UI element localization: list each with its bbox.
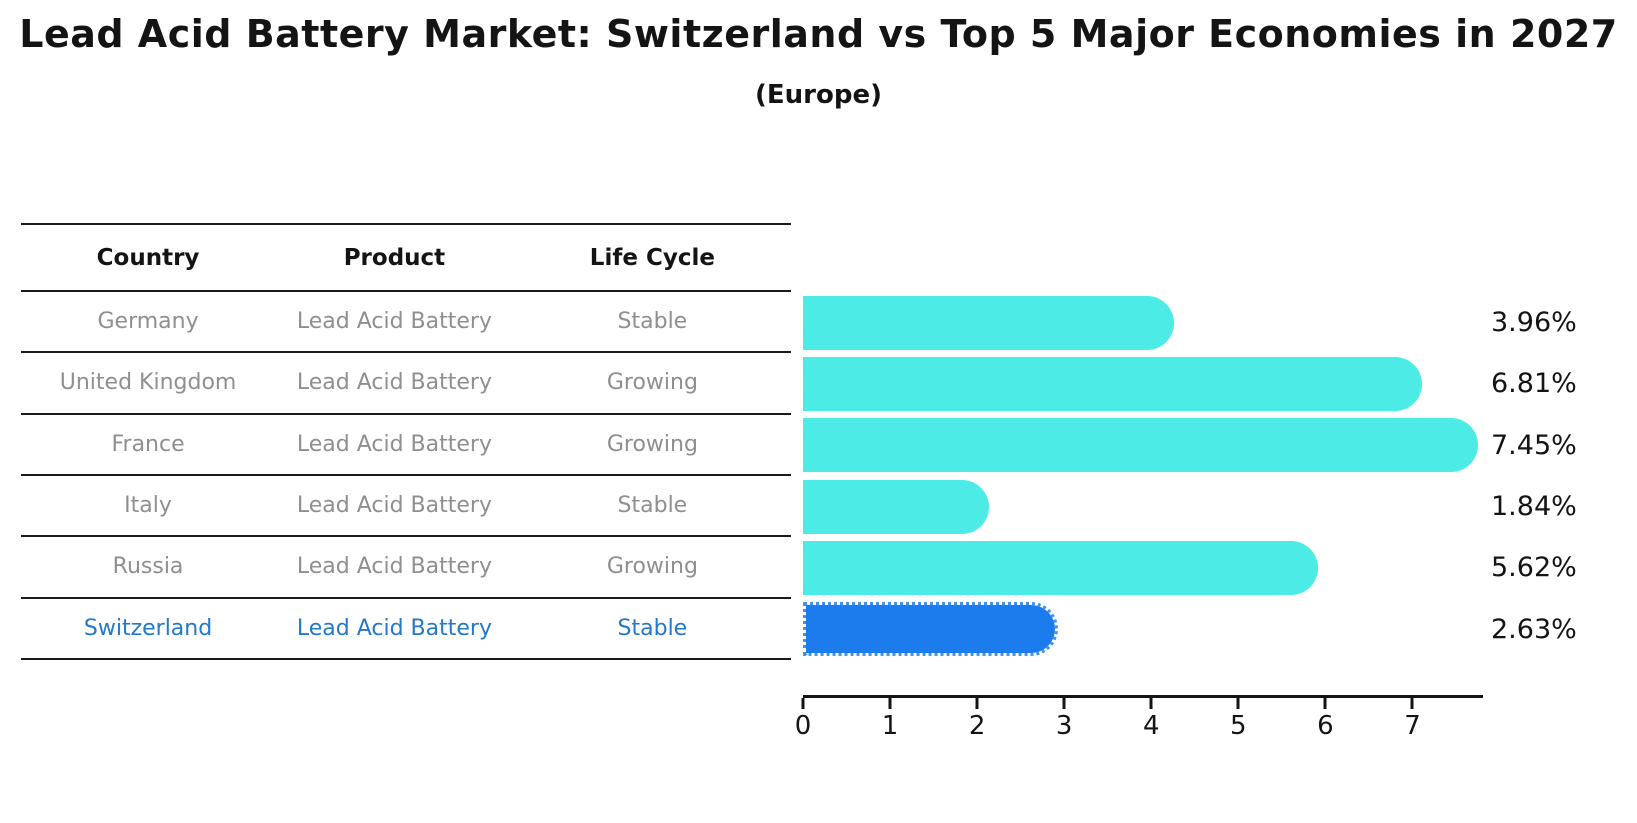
bar-france xyxy=(803,418,1478,473)
cell-product: Lead Acid Battery xyxy=(296,554,492,580)
bar-united-kingdom xyxy=(803,356,1422,411)
x-tick-mark xyxy=(1323,698,1327,709)
cell-product: Lead Acid Battery xyxy=(296,615,492,641)
chart-subtitle: (Europe) xyxy=(755,80,882,110)
cell-life-cycle: Growing xyxy=(606,431,698,457)
value-label-united-kingdom: 6.81% xyxy=(1491,368,1577,400)
table-body: Germany Lead Acid Battery Stable United Kin… xyxy=(21,292,791,660)
chart-title: Lead Acid Battery Market: Switzerland vs… xyxy=(19,12,1618,56)
x-tick-label: 3 xyxy=(1055,711,1073,741)
x-tick-mark xyxy=(1410,698,1414,709)
cell-product: Lead Acid Battery xyxy=(296,370,492,396)
x-tick-mark xyxy=(1062,698,1066,709)
cell-country: Germany xyxy=(97,309,199,335)
value-label-switzerland: 2.63% xyxy=(1491,613,1577,645)
bar-row-switzerland xyxy=(803,599,1483,660)
x-tick-label: 0 xyxy=(794,711,812,741)
value-labels: 3.96% 6.81% 7.45% 1.84% 5.62% 2.63% xyxy=(1491,292,1631,660)
bar-row-france xyxy=(803,415,1483,476)
cell-country: France xyxy=(111,431,185,457)
table-header-cell-product: Product xyxy=(343,244,446,271)
table-row-germany: Germany Lead Acid Battery Stable xyxy=(21,292,791,354)
value-label-russia: 5.62% xyxy=(1491,552,1577,584)
x-tick-mark xyxy=(1149,698,1153,709)
bar-russia xyxy=(803,540,1319,595)
bar-row-united-kingdom xyxy=(803,353,1483,414)
bar-italy xyxy=(803,479,990,534)
x-tick-label: 4 xyxy=(1142,711,1160,741)
x-tick-label: 2 xyxy=(968,711,986,741)
cell-life-cycle: Stable xyxy=(617,615,688,641)
cell-country: Italy xyxy=(124,493,172,519)
cell-country: Switzerland xyxy=(83,615,213,641)
table-row-united-kingdom: United Kingdom Lead Acid Battery Growing xyxy=(21,353,791,415)
table-row-switzerland: Switzerland Lead Acid Battery Stable xyxy=(21,599,791,660)
table-header-cell-country: Country xyxy=(96,244,200,271)
cell-product: Lead Acid Battery xyxy=(296,493,492,519)
cell-product: Lead Acid Battery xyxy=(296,309,492,335)
value-label-germany: 3.96% xyxy=(1491,307,1577,339)
table-header-row: Country Product Life Cycle xyxy=(21,223,791,292)
cell-product: Lead Acid Battery xyxy=(296,431,492,457)
table-header-cell-life-cycle: Life Cycle xyxy=(589,244,715,271)
country-table: Country Product Life Cycle Germany Lead Aci… xyxy=(21,223,791,660)
table-row-france: France Lead Acid Battery Growing xyxy=(21,415,791,476)
x-tick-mark xyxy=(1236,698,1240,709)
cell-life-cycle: Growing xyxy=(606,370,698,396)
cell-life-cycle: Stable xyxy=(617,493,688,519)
bar-switzerland xyxy=(803,602,1058,657)
x-tick-mark xyxy=(801,698,805,709)
cell-life-cycle: Growing xyxy=(606,554,698,580)
x-axis-line xyxy=(803,695,1483,698)
value-label-italy: 1.84% xyxy=(1491,491,1577,523)
cell-life-cycle: Stable xyxy=(617,309,688,335)
table-row-italy: Italy Lead Acid Battery Stable xyxy=(21,476,791,538)
bar-row-germany xyxy=(803,292,1483,353)
table-row-russia: Russia Lead Acid Battery Growing xyxy=(21,537,791,599)
cell-country: United Kingdom xyxy=(59,370,237,396)
x-tick-mark xyxy=(888,698,892,709)
cell-country: Russia xyxy=(112,554,184,580)
x-tick-label: 1 xyxy=(881,711,899,741)
bar-germany xyxy=(803,295,1174,350)
x-tick-mark xyxy=(975,698,979,709)
x-tick-label: 5 xyxy=(1230,711,1247,741)
x-axis: 0 1 2 3 4 5 6 7 xyxy=(795,695,1483,745)
bar-chart xyxy=(803,292,1483,660)
x-tick-label: 6 xyxy=(1317,711,1334,741)
x-tick-label: 7 xyxy=(1404,711,1421,741)
bar-row-russia xyxy=(803,537,1483,598)
bar-row-italy xyxy=(803,476,1483,537)
value-label-france: 7.45% xyxy=(1491,429,1577,461)
